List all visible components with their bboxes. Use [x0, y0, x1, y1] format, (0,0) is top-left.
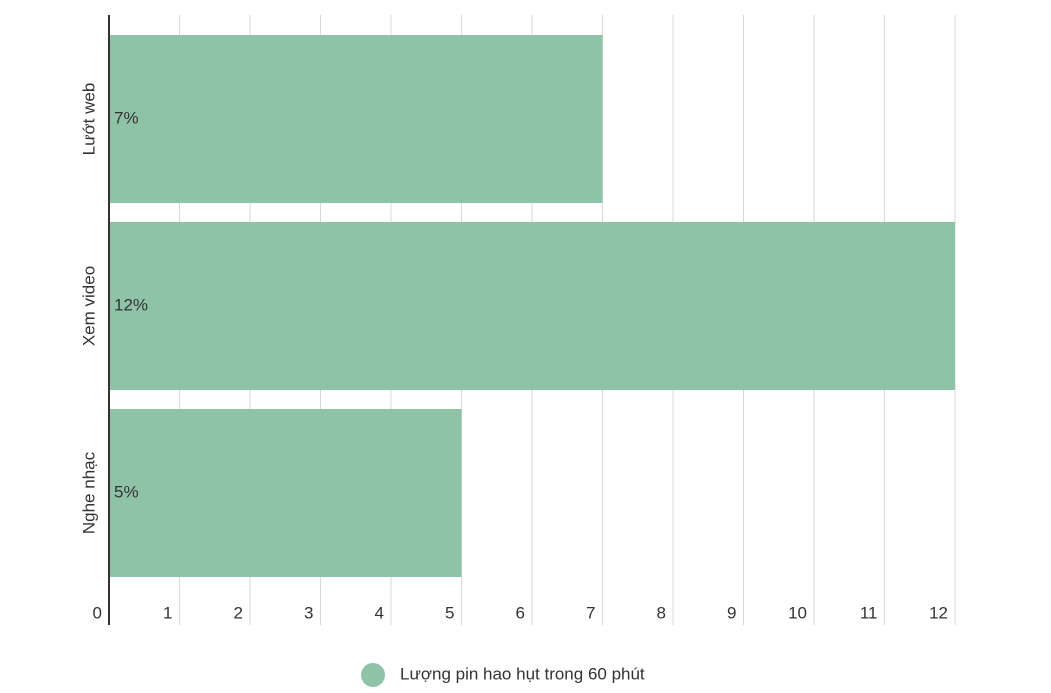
x-tick-label: 8	[657, 603, 666, 622]
bar	[109, 409, 462, 577]
x-tick-label: 6	[516, 603, 525, 622]
value-label: 12%	[114, 295, 148, 314]
x-tick-label: 4	[375, 603, 384, 622]
x-tick-label: 11	[860, 603, 878, 622]
x-tick-label: 3	[304, 603, 313, 622]
value-label: 5%	[114, 482, 139, 501]
x-tick-label: 7	[586, 603, 595, 622]
y-tick-label: Lướt web	[79, 83, 98, 156]
value-label: 7%	[114, 108, 139, 127]
bar	[109, 222, 955, 390]
bar	[109, 35, 603, 203]
x-tick-label: 5	[445, 603, 454, 622]
legend-marker	[361, 663, 385, 687]
x-tick-label: 0	[93, 603, 102, 622]
x-tick-label: 1	[163, 603, 172, 622]
x-tick-label: 2	[234, 603, 243, 622]
x-tick-label: 12	[929, 603, 948, 622]
y-tick-label: Xem video	[79, 266, 98, 346]
x-tick-label: 10	[788, 603, 807, 622]
legend-label: Lượng pin hao hụt trong 60 phút	[400, 664, 645, 683]
x-tick-label: 9	[727, 603, 736, 622]
y-tick-label: Nghe nhạc	[79, 451, 98, 534]
